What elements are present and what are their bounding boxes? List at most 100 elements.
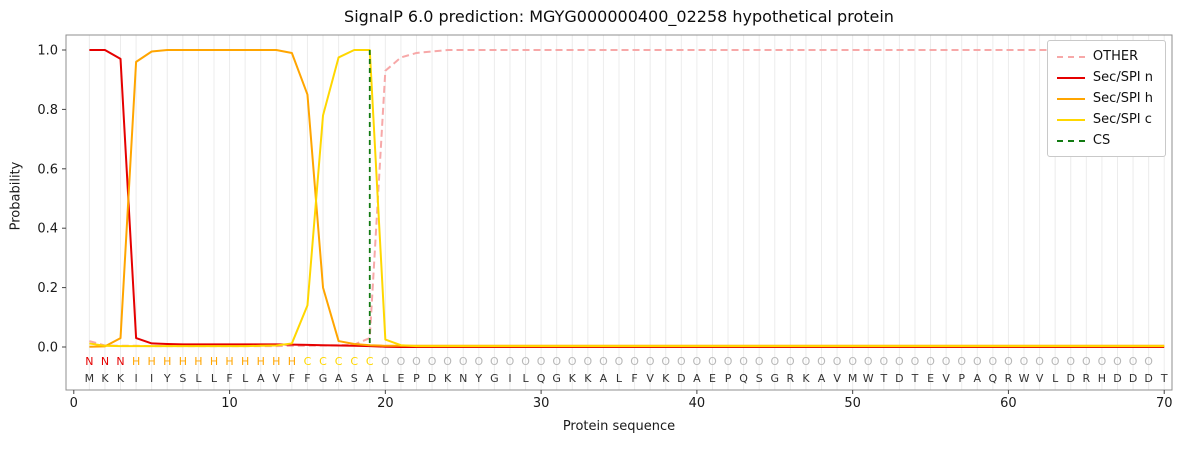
chart-title: SignalP 6.0 prediction: MGYG000000400_02… <box>344 7 894 26</box>
y-tick-label: 1.0 <box>37 44 58 59</box>
series-sec-spi-n <box>89 49 1165 348</box>
x-tick-label: 40 <box>689 396 706 411</box>
sequence-letter: I <box>134 372 137 385</box>
sequence-letter: Q <box>989 372 998 385</box>
region-letter: N <box>116 355 124 368</box>
x-axis-label: Protein sequence <box>562 419 676 434</box>
x-tick-label: 20 <box>377 396 394 411</box>
region-letter: O <box>1113 355 1122 368</box>
region-letter: O <box>926 355 935 368</box>
region-letter: O <box>1098 355 1107 368</box>
sequence-letter: F <box>289 372 295 385</box>
sequence-letter: P <box>413 372 420 385</box>
sequence-letter: G <box>771 372 780 385</box>
region-letter: O <box>1144 355 1153 368</box>
region-letter: H <box>210 355 218 368</box>
sequence-letter: S <box>179 372 186 385</box>
sequence-letter: V <box>833 372 841 385</box>
region-letter: O <box>802 355 811 368</box>
region-letter: O <box>739 355 748 368</box>
sequence-letter: L <box>616 372 623 385</box>
series-sec-spi-h <box>89 49 1165 348</box>
region-letter: O <box>661 355 670 368</box>
sequence-letter: S <box>756 372 763 385</box>
sequence-letter: W <box>863 372 874 385</box>
sequence-letter: V <box>273 372 281 385</box>
series-other <box>89 49 1165 348</box>
y-tick-label: 0.8 <box>37 103 58 118</box>
sequence-letter: L <box>522 372 529 385</box>
legend-item-sec-spi-c: Sec/SPI c <box>1056 112 1153 127</box>
region-letter: H <box>148 355 156 368</box>
sequence-letter: F <box>304 372 310 385</box>
sequence-letter: G <box>490 372 499 385</box>
region-letter: O <box>1035 355 1044 368</box>
sequence-letter: L <box>195 372 202 385</box>
x-tick-label: 70 <box>1156 396 1173 411</box>
sequence-letter: K <box>662 372 670 385</box>
region-letter: H <box>288 355 296 368</box>
legend-line-sample <box>1056 76 1085 79</box>
sequence-letter: K <box>802 372 810 385</box>
region-letter: O <box>708 355 717 368</box>
region-letter: C <box>350 355 358 368</box>
series-sec-spi-c <box>89 49 1165 348</box>
region-letter: H <box>272 355 280 368</box>
region-letter: O <box>459 355 468 368</box>
sequence-letter: A <box>818 372 826 385</box>
region-letter: O <box>786 355 795 368</box>
region-letter: O <box>521 355 530 368</box>
sequence-letter: R <box>1082 372 1090 385</box>
region-letter: C <box>319 355 327 368</box>
legend-label: Sec/SPI h <box>1092 91 1153 106</box>
sequence-letter: R <box>1005 372 1013 385</box>
region-letter: H <box>241 355 249 368</box>
plot-frame <box>65 34 1173 391</box>
region-letter: O <box>443 355 452 368</box>
sequence-letter: M <box>848 372 858 385</box>
sequence-letter: Q <box>739 372 748 385</box>
axis-ticks <box>62 49 1165 394</box>
sequence-letter: A <box>366 372 374 385</box>
sequence-letter: D <box>1144 372 1152 385</box>
x-tick-label: 10 <box>221 396 238 411</box>
region-letter: H <box>257 355 265 368</box>
sequence-letter: F <box>631 372 637 385</box>
region-letter: O <box>879 355 888 368</box>
sequence-letter: L <box>211 372 218 385</box>
x-tick-label: 50 <box>844 396 861 411</box>
region-letter: O <box>693 355 702 368</box>
y-tick-label: 0.0 <box>37 341 58 356</box>
legend-item-other: OTHER <box>1056 49 1153 64</box>
sequence-letter: T <box>879 372 887 385</box>
legend-line-sample <box>1056 55 1085 58</box>
region-letter: O <box>864 355 873 368</box>
sequence-letter: G <box>552 372 561 385</box>
sequence-letter: G <box>319 372 328 385</box>
region-letter: O <box>1020 355 1029 368</box>
sequence-letter: V <box>1036 372 1044 385</box>
region-letter: O <box>412 355 421 368</box>
sequence-letter: K <box>444 372 452 385</box>
sequence-letter: D <box>428 372 436 385</box>
sequence-letter: N <box>459 372 467 385</box>
legend-label: Sec/SPI n <box>1092 70 1153 85</box>
sequence-letter: D <box>1129 372 1137 385</box>
region-letter: O <box>989 355 998 368</box>
legend-line-sample <box>1056 139 1085 142</box>
region-letter: O <box>957 355 966 368</box>
sequence-letter: I <box>508 372 511 385</box>
sequence-letter: L <box>1052 372 1059 385</box>
legend-item-sec-spi-n: Sec/SPI n <box>1056 70 1153 85</box>
region-letter: C <box>366 355 374 368</box>
region-letter: O <box>848 355 857 368</box>
sequence-letter: Y <box>474 372 482 385</box>
sequence-letter: W <box>1019 372 1030 385</box>
region-letter: H <box>163 355 171 368</box>
region-letter: O <box>833 355 842 368</box>
region-letter: O <box>615 355 624 368</box>
region-letter: C <box>304 355 312 368</box>
sequence-letter: A <box>257 372 265 385</box>
sequence-letter: K <box>117 372 125 385</box>
